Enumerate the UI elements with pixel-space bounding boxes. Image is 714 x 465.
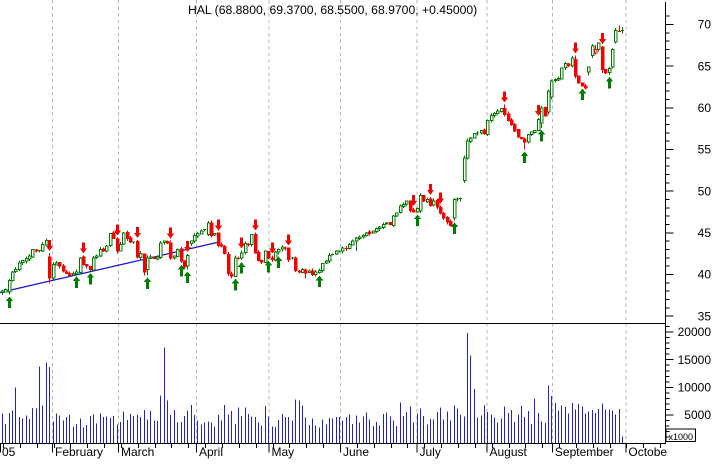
svg-text:5000: 5000 (684, 408, 711, 422)
svg-text:February: February (55, 445, 103, 459)
svg-text:April: April (199, 445, 223, 459)
svg-text:55: 55 (698, 143, 712, 157)
svg-text:September: September (555, 445, 614, 459)
svg-text:May: May (272, 445, 295, 459)
svg-text:June: June (343, 445, 369, 459)
svg-text:20000: 20000 (678, 325, 712, 339)
svg-text:50: 50 (698, 184, 712, 198)
svg-text:July: July (420, 445, 441, 459)
svg-text:70: 70 (698, 18, 712, 32)
svg-text:15000: 15000 (678, 353, 712, 367)
svg-text:10000: 10000 (678, 381, 712, 395)
svg-text:60: 60 (698, 101, 712, 115)
svg-text:05: 05 (2, 445, 16, 459)
svg-text:35: 35 (698, 309, 712, 323)
svg-text:40: 40 (698, 268, 712, 282)
svg-text:October: October (628, 445, 671, 459)
svg-text:45: 45 (698, 226, 712, 240)
svg-text:65: 65 (698, 59, 712, 73)
svg-text:March: March (121, 445, 154, 459)
svg-text:HAL (68.8800, 69.3700, 68.5500: HAL (68.8800, 69.3700, 68.5500, 68.9700,… (188, 3, 477, 17)
svg-text:August: August (490, 445, 528, 459)
svg-text:x1000: x1000 (669, 432, 694, 442)
